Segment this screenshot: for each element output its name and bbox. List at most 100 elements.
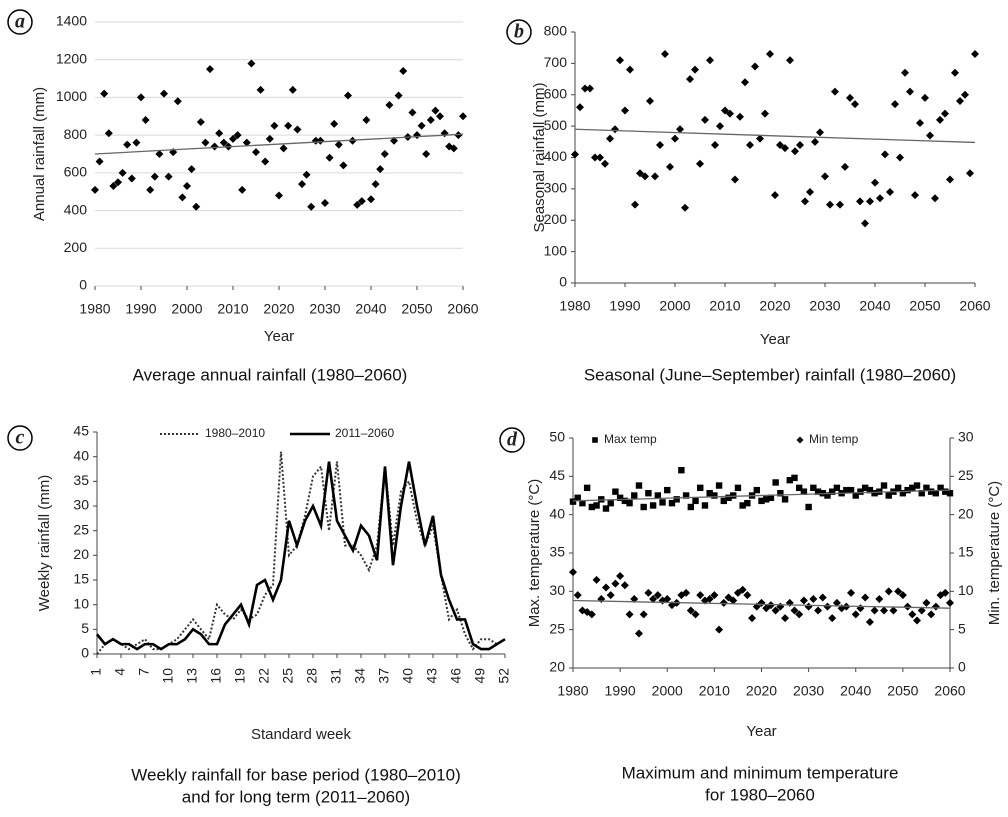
point: [636, 169, 644, 178]
x-axis-title: Year: [264, 328, 294, 345]
point: [426, 116, 435, 125]
point: [823, 602, 832, 611]
y2-tick-label: 15: [958, 544, 974, 560]
y-axis-title: Weekly rainfall (mm): [36, 475, 53, 611]
point: [800, 488, 808, 495]
point: [596, 153, 604, 162]
y-tick-label: 1000: [56, 88, 87, 104]
point: [661, 49, 669, 58]
point: [898, 591, 907, 600]
x-tick-label: 2050: [909, 298, 940, 314]
point: [851, 100, 859, 109]
point: [621, 497, 629, 505]
y-tick-label: 35: [73, 472, 89, 488]
point: [569, 498, 577, 505]
x-tick-label: 40: [400, 668, 416, 684]
point: [711, 492, 718, 499]
point: [927, 610, 936, 619]
y-tick-label: 40: [73, 447, 89, 463]
point: [828, 488, 836, 495]
point: [178, 193, 187, 202]
point: [436, 112, 444, 121]
point: [573, 591, 582, 600]
point: [696, 591, 705, 600]
point: [729, 596, 738, 605]
point: [616, 56, 624, 65]
y-tick-label: 10: [73, 595, 89, 611]
x-tick-label: 2040: [355, 301, 386, 317]
point: [901, 68, 909, 77]
point: [348, 136, 357, 145]
point: [630, 595, 639, 603]
x-tick-label: 1990: [609, 298, 640, 314]
point: [852, 492, 859, 499]
point: [886, 188, 894, 197]
point: [183, 182, 191, 191]
caption: for 1980–2060: [705, 785, 815, 804]
point: [593, 502, 600, 509]
point: [606, 134, 614, 143]
point: [691, 65, 699, 74]
point: [663, 595, 672, 603]
point: [946, 175, 954, 184]
point: [288, 85, 297, 94]
point: [668, 499, 676, 507]
point: [104, 129, 113, 138]
point: [275, 191, 283, 200]
point: [796, 484, 803, 492]
point: [946, 598, 954, 607]
y-tick-label: 300: [544, 180, 568, 196]
point: [725, 494, 732, 501]
point: [413, 131, 421, 140]
point: [951, 68, 959, 77]
x-tick-label: 2000: [659, 298, 690, 314]
point: [921, 93, 929, 102]
point: [720, 497, 727, 505]
point: [644, 588, 653, 597]
y-tick-label: 0: [79, 277, 87, 293]
y-tick-label: 600: [544, 85, 568, 101]
point: [801, 197, 809, 206]
point: [390, 136, 398, 145]
point: [903, 602, 912, 611]
point: [173, 97, 182, 106]
point: [692, 497, 699, 505]
series-line: [95, 461, 506, 651]
point: [927, 488, 935, 495]
x-tick-label: 2060: [447, 301, 478, 317]
point: [192, 202, 201, 211]
point: [767, 494, 775, 501]
point: [601, 583, 610, 592]
point: [761, 109, 769, 118]
y-tick-label: 600: [64, 164, 88, 180]
y-tick-label: 1400: [56, 13, 87, 29]
point: [748, 614, 757, 623]
x-tick-label: 22: [256, 668, 272, 684]
x-tick-label: 2040: [840, 683, 871, 699]
point: [811, 137, 819, 146]
point: [791, 474, 798, 482]
point: [634, 629, 643, 638]
point: [666, 162, 674, 171]
point: [931, 602, 940, 611]
point: [293, 125, 302, 134]
point: [109, 182, 118, 191]
point: [645, 490, 652, 497]
point: [611, 579, 620, 588]
point: [592, 575, 601, 584]
legend-swatch: [796, 436, 804, 444]
point: [781, 614, 790, 623]
y-tick-label: 800: [64, 126, 88, 142]
point: [786, 476, 793, 484]
point: [711, 140, 719, 149]
panel-badge: [506, 19, 532, 45]
point: [731, 175, 739, 184]
point: [316, 136, 325, 145]
panel-label: d: [507, 429, 518, 451]
point: [673, 496, 680, 503]
point: [781, 496, 789, 503]
x-axis-title: Standard week: [251, 726, 352, 743]
y-tick-label: 30: [73, 497, 89, 513]
point: [756, 134, 764, 143]
caption: and for long term (2011–2060): [182, 787, 410, 806]
